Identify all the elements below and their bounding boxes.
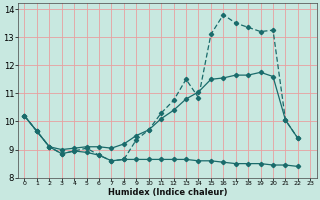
X-axis label: Humidex (Indice chaleur): Humidex (Indice chaleur): [108, 188, 227, 197]
